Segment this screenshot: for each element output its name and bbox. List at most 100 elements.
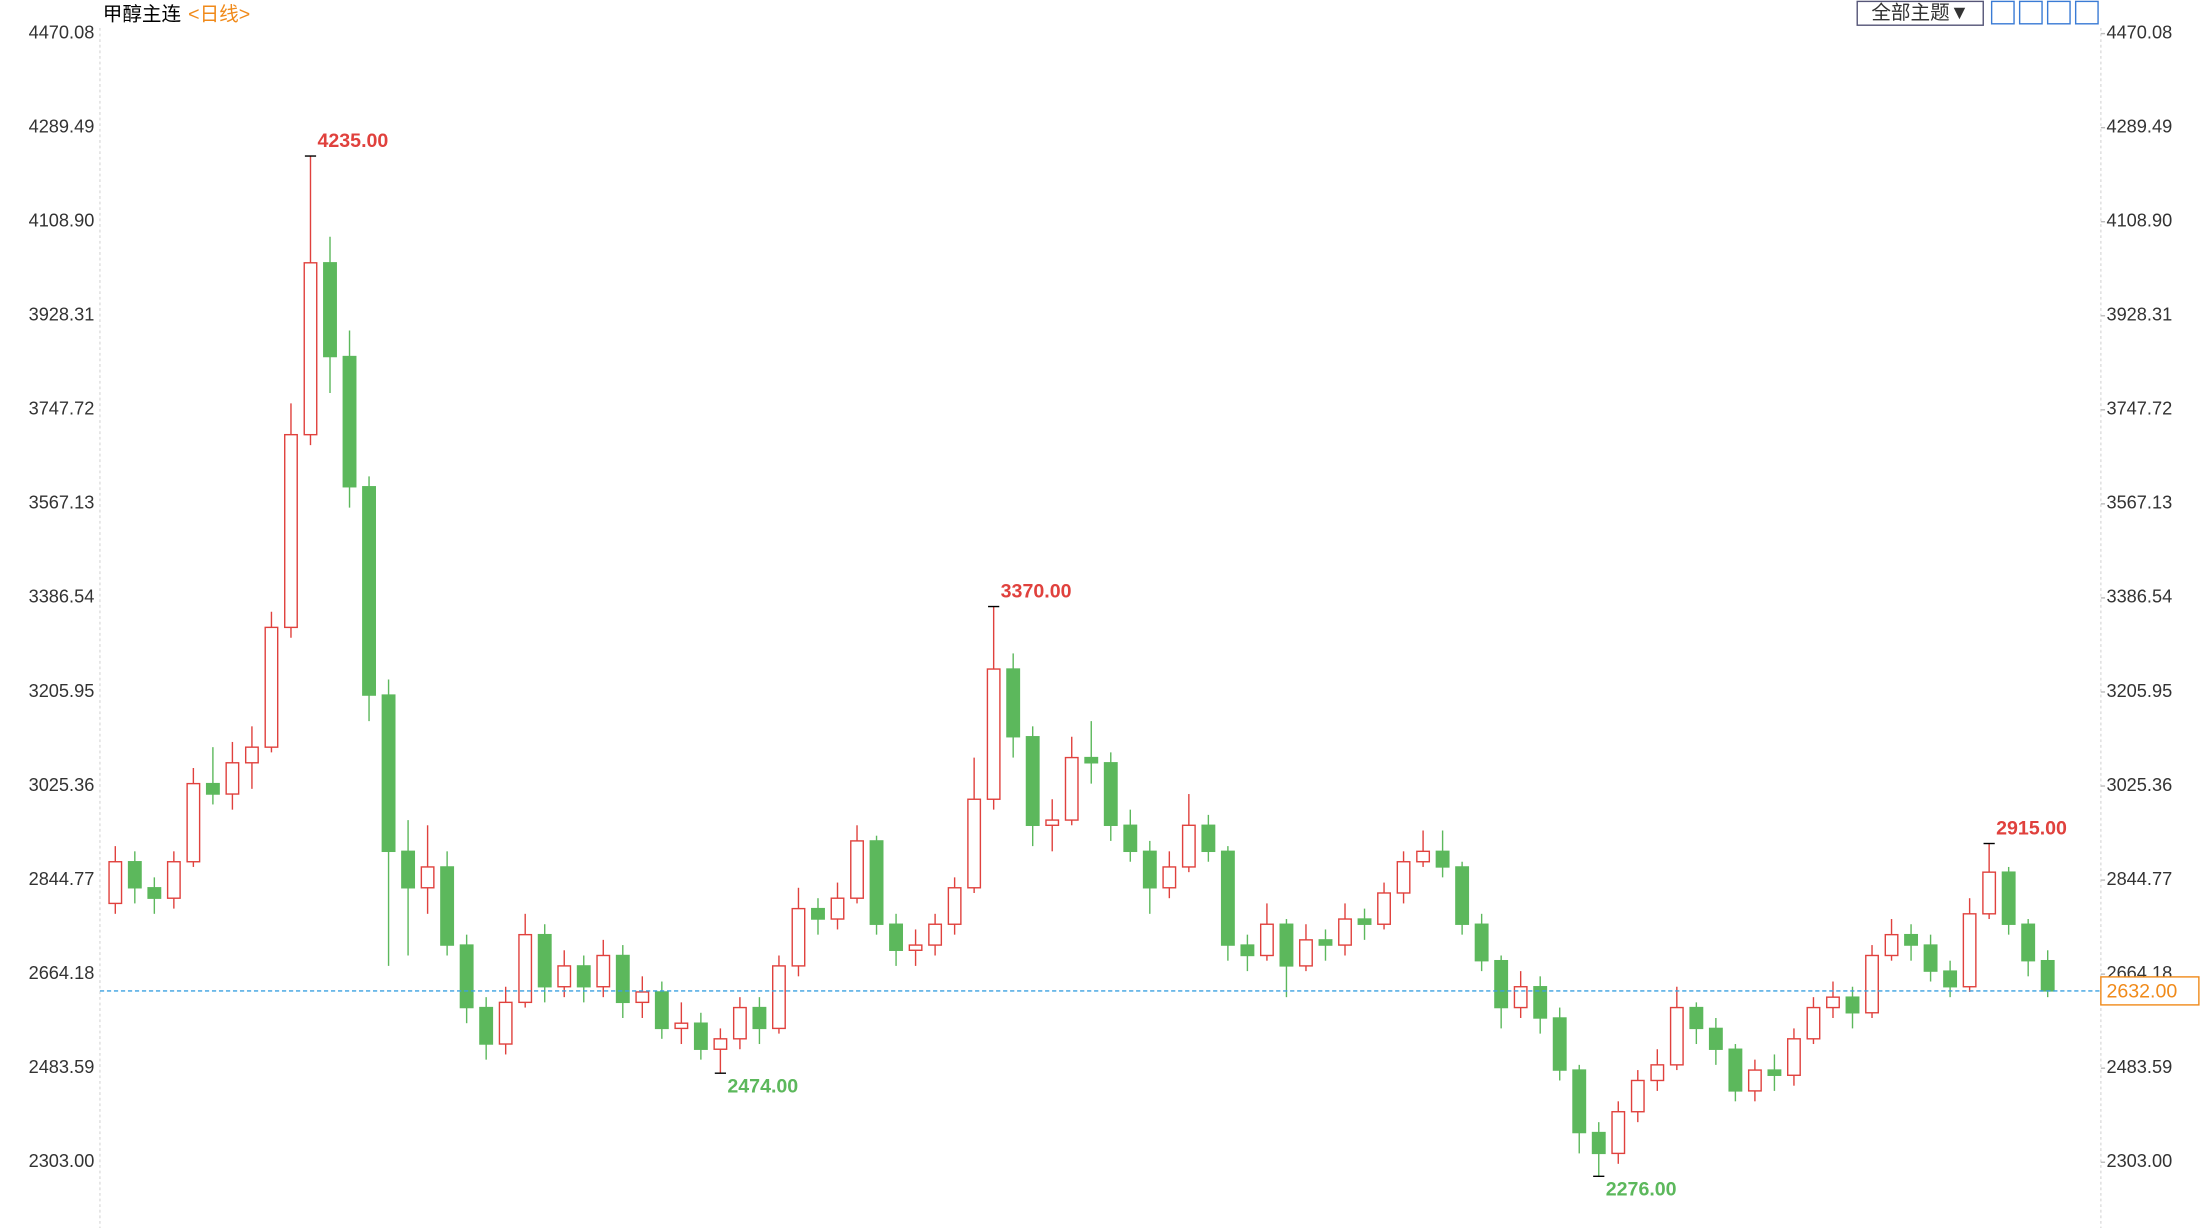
candle-body bbox=[1728, 1048, 1743, 1092]
candle-body bbox=[752, 1006, 767, 1030]
candle-body bbox=[1045, 819, 1060, 826]
extreme-label: 2276.00 bbox=[1606, 1178, 1677, 1200]
y-tick-label: 4108.90 bbox=[29, 211, 95, 231]
candle-body bbox=[244, 746, 259, 764]
candle-body bbox=[1533, 986, 1548, 1019]
candle-body bbox=[518, 933, 533, 1004]
candle-body bbox=[869, 840, 884, 925]
extreme-label: 2915.00 bbox=[1996, 818, 2067, 840]
candle-body bbox=[401, 850, 416, 889]
candle-body bbox=[928, 923, 943, 946]
candle-body bbox=[1513, 986, 1528, 1009]
y2-tick-label: 2483.59 bbox=[2106, 1057, 2172, 1077]
candle-body bbox=[1103, 762, 1118, 826]
candle-body bbox=[147, 887, 162, 899]
y-tick-label: 2303.00 bbox=[29, 1151, 95, 1171]
candle-body bbox=[1220, 850, 1235, 946]
candle-body bbox=[1982, 871, 1997, 915]
chart-title: 甲醇主连 bbox=[103, 4, 182, 26]
tool-icon[interactable] bbox=[2046, 0, 2071, 25]
candle-body bbox=[850, 840, 864, 899]
candle-body bbox=[713, 1038, 728, 1050]
candle-body bbox=[947, 887, 962, 925]
candle-body bbox=[986, 668, 1001, 800]
y-tick-label: 4470.08 bbox=[29, 22, 95, 42]
candle-body bbox=[811, 907, 825, 920]
candle-body bbox=[303, 262, 318, 436]
candle-body bbox=[2040, 959, 2055, 992]
y-tick-label: 3567.13 bbox=[29, 493, 95, 513]
y2-tick-label: 3205.95 bbox=[2106, 681, 2172, 701]
candle-body bbox=[342, 355, 357, 488]
candle-body bbox=[1123, 824, 1138, 853]
candle-body bbox=[830, 897, 845, 920]
y-tick-label: 3386.54 bbox=[29, 587, 95, 607]
y2-tick-label: 2844.77 bbox=[2106, 869, 2172, 889]
theme-button[interactable]: 全部主题▼ bbox=[1871, 2, 1969, 24]
y2-tick-label: 3747.72 bbox=[2106, 399, 2172, 419]
candle-body bbox=[1162, 866, 1177, 889]
chart-subtitle: <日线> bbox=[188, 4, 250, 26]
candle-body bbox=[498, 1001, 513, 1045]
y-tick-label: 4289.49 bbox=[29, 116, 95, 136]
y-tick-label: 2664.18 bbox=[29, 963, 95, 983]
candle-body bbox=[1025, 736, 1040, 826]
extreme-label: 3370.00 bbox=[1001, 581, 1072, 603]
tool-icon[interactable] bbox=[1990, 0, 2015, 25]
candle-body bbox=[1865, 954, 1879, 1014]
candle-body bbox=[1787, 1038, 1801, 1076]
tool-icon[interactable] bbox=[2074, 0, 2099, 25]
candle-body bbox=[1142, 850, 1157, 889]
y2-tick-label: 4289.49 bbox=[2106, 116, 2172, 136]
candle-body bbox=[1747, 1069, 1762, 1092]
candle-body bbox=[615, 954, 630, 1004]
y2-tick-label: 3928.31 bbox=[2106, 305, 2172, 325]
candle-body bbox=[772, 965, 786, 1030]
y2-tick-label: 3025.36 bbox=[2106, 775, 2172, 795]
candle-body bbox=[654, 991, 669, 1030]
candle-body bbox=[1318, 939, 1333, 946]
candle-body bbox=[1806, 1006, 1821, 1040]
candle-body bbox=[225, 762, 240, 795]
candle-body bbox=[108, 861, 123, 905]
candle-body bbox=[1962, 913, 1977, 988]
candle-body bbox=[1669, 1006, 1684, 1066]
extreme-label: 4235.00 bbox=[317, 130, 388, 152]
candle-body bbox=[791, 907, 806, 967]
candle-body bbox=[1474, 923, 1489, 962]
candle-body bbox=[1650, 1064, 1665, 1082]
y2-tick-label: 3567.13 bbox=[2106, 493, 2172, 513]
candle-body bbox=[1338, 918, 1352, 946]
candle-body bbox=[205, 782, 220, 795]
candle-body bbox=[381, 694, 396, 853]
candle-body bbox=[479, 1006, 494, 1045]
candle-body bbox=[537, 933, 552, 988]
candle-body bbox=[1377, 892, 1391, 925]
candle-body bbox=[1708, 1027, 1723, 1050]
candle-body bbox=[1416, 850, 1431, 863]
candle-body bbox=[1923, 944, 1938, 972]
candle-body bbox=[1240, 944, 1255, 957]
y2-tick-label: 4108.90 bbox=[2106, 211, 2172, 231]
tool-icon[interactable] bbox=[2018, 0, 2043, 25]
theme-button-box[interactable] bbox=[1856, 0, 1984, 26]
candle-body bbox=[1845, 996, 1860, 1014]
y2-tick-label: 3386.54 bbox=[2106, 587, 2172, 607]
candle-body bbox=[420, 866, 435, 889]
y-tick-label: 2844.77 bbox=[29, 869, 95, 889]
candle-body bbox=[127, 861, 142, 889]
candle-body bbox=[693, 1022, 708, 1050]
candle-body bbox=[1689, 1006, 1704, 1030]
candle-body bbox=[2001, 871, 2016, 925]
candle-body bbox=[1826, 996, 1840, 1009]
candle-body bbox=[1767, 1069, 1782, 1076]
candle-body bbox=[2021, 923, 2036, 962]
candle-body bbox=[1357, 918, 1372, 925]
candle-body bbox=[1884, 933, 1899, 957]
candle-body bbox=[166, 861, 181, 899]
candle-body bbox=[596, 954, 611, 988]
y-tick-label: 3205.95 bbox=[29, 681, 95, 701]
candle-body bbox=[1396, 861, 1411, 894]
candle-body bbox=[1630, 1079, 1645, 1113]
